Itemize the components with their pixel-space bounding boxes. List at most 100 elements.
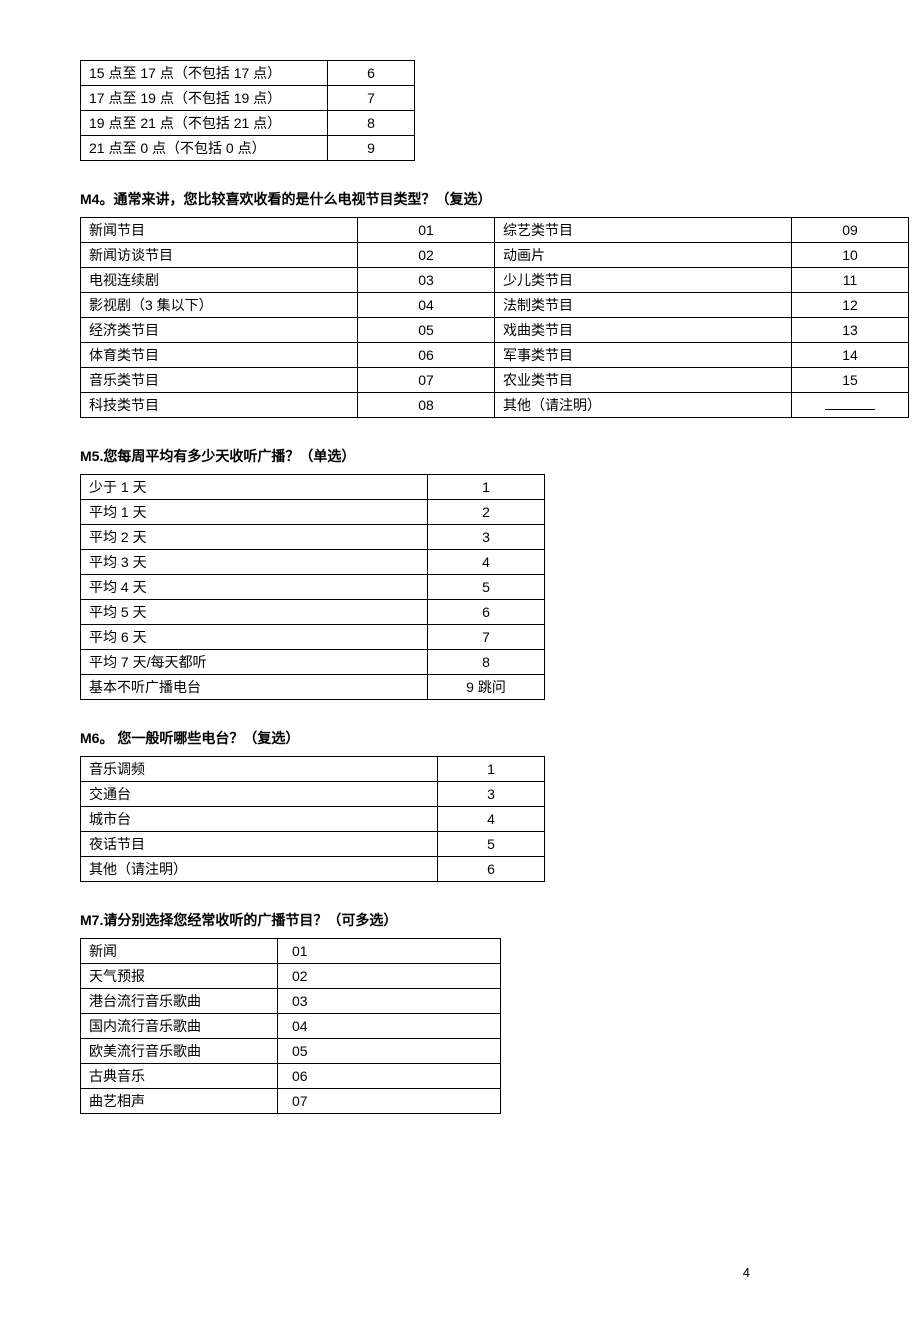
m4-code-right [792,393,909,418]
time-slot-label: 19 点至 21 点（不包括 21 点） [81,111,328,136]
table-row: 音乐调频1 [81,757,545,782]
table-row: 基本不听广播电台9 跳问 [81,675,545,700]
m4-label-left: 音乐类节目 [81,368,358,393]
option-code: 01 [278,939,501,964]
option-label: 平均 1 天 [81,500,428,525]
m7-table: 新闻01天气预报02港台流行音乐歌曲03国内流行音乐歌曲04欧美流行音乐歌曲05… [80,938,501,1114]
option-label: 平均 3 天 [81,550,428,575]
table-row: 其他（请注明）6 [81,857,545,882]
m4-code-right: 12 [792,293,909,318]
option-code: 6 [428,600,545,625]
m4-label-left: 影视剧（3 集以下） [81,293,358,318]
m4-row: 科技类节目08其他（请注明） [81,393,909,418]
m4-title: M4。通常来讲，您比较喜欢收看的是什么电视节目类型？（复选） [80,189,840,209]
option-code: 4 [428,550,545,575]
table-row: 欧美流行音乐歌曲05 [81,1039,501,1064]
m4-label-right: 其他（请注明） [495,393,792,418]
table-row: 平均 7 天/每天都听8 [81,650,545,675]
option-label: 欧美流行音乐歌曲 [81,1039,278,1064]
option-label: 平均 6 天 [81,625,428,650]
m4-row: 经济类节目05戏曲类节目13 [81,318,909,343]
m4-body: 新闻节目01综艺类节目09新闻访谈节目02动画片10电视连续剧03少儿类节目11… [81,218,909,418]
m4-code-right: 11 [792,268,909,293]
m5-title: M5.您每周平均有多少天收听广播？（单选） [80,446,840,466]
m4-code-right: 14 [792,343,909,368]
m5-table: 少于 1 天1平均 1 天2平均 2 天3平均 3 天4平均 4 天5平均 5 … [80,474,545,700]
m4-table: 新闻节目01综艺类节目09新闻访谈节目02动画片10电视连续剧03少儿类节目11… [80,217,909,418]
m4-code-left: 07 [358,368,495,393]
option-label: 平均 4 天 [81,575,428,600]
option-label: 音乐调频 [81,757,438,782]
m4-label-left: 经济类节目 [81,318,358,343]
m4-code-right: 10 [792,243,909,268]
option-label: 交通台 [81,782,438,807]
option-code: 02 [278,964,501,989]
table-row: 城市台4 [81,807,545,832]
option-code: 7 [428,625,545,650]
m4-label-left: 科技类节目 [81,393,358,418]
option-code: 07 [278,1089,501,1114]
table-row: 平均 6 天7 [81,625,545,650]
table-row: 平均 2 天3 [81,525,545,550]
m4-label-left: 电视连续剧 [81,268,358,293]
option-label: 平均 2 天 [81,525,428,550]
option-label: 平均 5 天 [81,600,428,625]
m4-label-left: 新闻节目 [81,218,358,243]
table-row: 曲艺相声07 [81,1089,501,1114]
option-label: 少于 1 天 [81,475,428,500]
m4-code-left: 03 [358,268,495,293]
option-code: 3 [428,525,545,550]
m4-label-left: 新闻访谈节目 [81,243,358,268]
table-row: 交通台3 [81,782,545,807]
option-label: 古典音乐 [81,1064,278,1089]
m4-code-left: 05 [358,318,495,343]
table-row: 港台流行音乐歌曲03 [81,989,501,1014]
table-row: 平均 5 天6 [81,600,545,625]
page-number: 4 [743,1265,750,1280]
time-slot-label: 21 点至 0 点（不包括 0 点） [81,136,328,161]
m4-code-right: 09 [792,218,909,243]
option-code: 05 [278,1039,501,1064]
option-label: 港台流行音乐歌曲 [81,989,278,1014]
option-code: 4 [438,807,545,832]
time-slot-code: 9 [328,136,415,161]
table-row: 天气预报02 [81,964,501,989]
m4-row: 音乐类节目07农业类节目15 [81,368,909,393]
table-row: 平均 3 天4 [81,550,545,575]
time-slot-body: 15 点至 17 点（不包括 17 点）617 点至 19 点（不包括 19 点… [81,61,415,161]
m5-body: 少于 1 天1平均 1 天2平均 2 天3平均 3 天4平均 4 天5平均 5 … [81,475,545,700]
m4-row: 体育类节目06军事类节目14 [81,343,909,368]
m6-body: 音乐调频1交通台3城市台4夜话节目5其他（请注明）6 [81,757,545,882]
time-slot-row: 21 点至 0 点（不包括 0 点）9 [81,136,415,161]
option-code: 5 [438,832,545,857]
m4-row: 新闻访谈节目02动画片10 [81,243,909,268]
option-code: 06 [278,1064,501,1089]
m4-label-right: 法制类节目 [495,293,792,318]
option-label: 城市台 [81,807,438,832]
m4-code-left: 04 [358,293,495,318]
m7-body: 新闻01天气预报02港台流行音乐歌曲03国内流行音乐歌曲04欧美流行音乐歌曲05… [81,939,501,1114]
m4-code-left: 08 [358,393,495,418]
time-slot-code: 7 [328,86,415,111]
m4-label-left: 体育类节目 [81,343,358,368]
m4-code-left: 02 [358,243,495,268]
option-label: 新闻 [81,939,278,964]
table-row: 古典音乐06 [81,1064,501,1089]
m4-row: 电视连续剧03少儿类节目11 [81,268,909,293]
m4-code-left: 01 [358,218,495,243]
option-label: 其他（请注明） [81,857,438,882]
time-slot-label: 15 点至 17 点（不包括 17 点） [81,61,328,86]
table-row: 少于 1 天1 [81,475,545,500]
option-code: 5 [428,575,545,600]
option-code: 04 [278,1014,501,1039]
m4-row: 影视剧（3 集以下）04法制类节目12 [81,293,909,318]
option-code: 1 [428,475,545,500]
option-code: 8 [428,650,545,675]
m4-label-right: 军事类节目 [495,343,792,368]
m4-code-right: 13 [792,318,909,343]
option-label: 国内流行音乐歌曲 [81,1014,278,1039]
option-code: 03 [278,989,501,1014]
option-label: 平均 7 天/每天都听 [81,650,428,675]
time-slot-code: 8 [328,111,415,136]
m6-table: 音乐调频1交通台3城市台4夜话节目5其他（请注明）6 [80,756,545,882]
